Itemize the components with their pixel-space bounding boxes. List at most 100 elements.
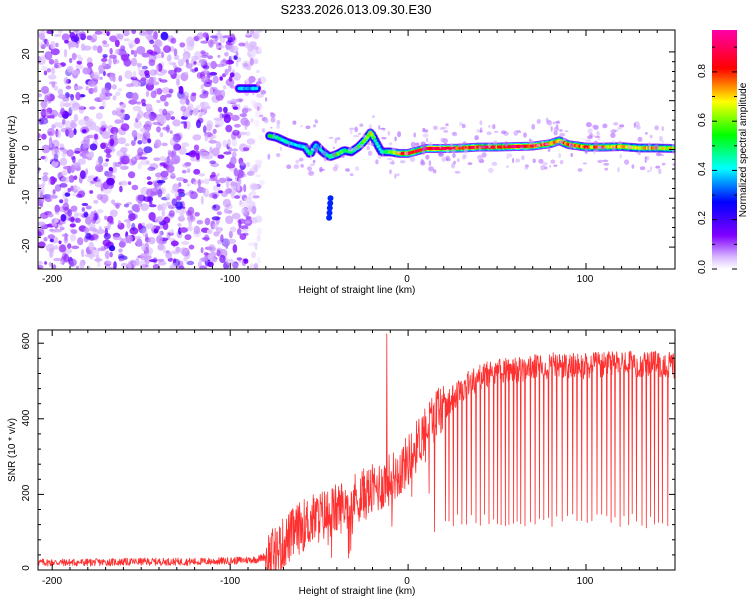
noise-cell	[108, 167, 114, 172]
noise-cell	[95, 159, 100, 167]
noise-cell	[387, 158, 393, 161]
noise-cell	[118, 75, 123, 82]
noise-cell	[254, 242, 258, 251]
noise-cell	[226, 100, 232, 104]
noise-cell	[661, 139, 664, 144]
noise-cell	[553, 164, 558, 167]
noise-cell	[201, 52, 209, 57]
noise-cell	[321, 151, 327, 156]
noise-cell	[478, 146, 481, 152]
noise-cell	[93, 199, 99, 204]
noise-cell	[66, 65, 74, 73]
noise-cell	[230, 98, 239, 104]
noise-cell	[43, 174, 48, 182]
noise-cell	[100, 87, 106, 96]
noise-cell	[535, 143, 541, 148]
noise-cell	[141, 65, 148, 70]
noise-cell	[164, 157, 172, 165]
noise-cell	[101, 131, 111, 139]
noise-cell	[446, 149, 449, 154]
noise-cell	[173, 258, 177, 264]
noise-cell	[506, 165, 509, 169]
noise-cell	[245, 216, 252, 220]
noise-cell	[120, 109, 125, 113]
noise-cell	[54, 218, 59, 223]
noise-cell	[217, 239, 222, 245]
noise-cell	[188, 244, 195, 250]
noise-cell	[190, 68, 194, 72]
noise-cell	[30, 182, 36, 186]
noise-cell	[206, 229, 213, 234]
noise-cell	[211, 216, 221, 221]
noise-cell	[47, 213, 54, 218]
noise-cell	[49, 238, 54, 243]
noise-cell	[230, 55, 234, 60]
noise-cell	[559, 160, 564, 165]
noise-cell	[366, 145, 371, 151]
noise-cell	[328, 136, 334, 139]
noise-cell	[647, 170, 652, 172]
noise-cell	[39, 191, 44, 198]
noise-cell	[142, 266, 151, 269]
noise-cell	[154, 139, 162, 148]
noise-cell	[99, 76, 103, 80]
noise-cell	[239, 200, 243, 206]
noise-cell	[188, 219, 193, 227]
noise-cell	[119, 185, 123, 193]
noise-cell	[161, 209, 165, 217]
noise-cell	[212, 75, 219, 84]
noise-cell	[617, 126, 622, 130]
noise-cell	[661, 154, 664, 157]
noise-cell	[148, 204, 157, 208]
noise-cell	[199, 111, 206, 115]
noise-cell	[617, 140, 623, 145]
noise-cell	[341, 154, 345, 158]
noise-cell	[397, 131, 402, 138]
noise-cell	[488, 167, 494, 173]
noise-cell	[102, 43, 110, 48]
noise-cell	[544, 143, 550, 146]
noise-cell	[236, 257, 243, 261]
noise-cell	[553, 126, 560, 132]
noise-cell	[202, 187, 206, 194]
noise-cell	[104, 250, 110, 260]
noise-cell	[68, 217, 76, 222]
noise-cell	[60, 107, 66, 116]
noise-cell	[188, 150, 198, 158]
noise-cell	[85, 168, 89, 175]
noise-cell	[258, 179, 265, 186]
noise-cell	[182, 112, 190, 117]
noise-cell	[157, 215, 164, 221]
noise-cell	[172, 119, 181, 127]
noise-cell	[224, 68, 229, 76]
noise-cell	[410, 141, 416, 148]
noise-cell	[389, 169, 392, 175]
noise-cell	[451, 163, 456, 169]
noise-cell	[180, 247, 188, 255]
noise-cell	[50, 41, 56, 50]
noise-cell	[186, 36, 195, 46]
noise-cell	[212, 128, 217, 134]
noise-cell	[212, 89, 222, 96]
noise-cell	[225, 241, 229, 250]
noise-cell	[178, 265, 185, 269]
noise-cell	[585, 122, 592, 128]
noise-cell	[183, 121, 188, 129]
noise-cell	[233, 168, 239, 177]
noise-cell	[300, 164, 304, 168]
noise-cell	[66, 149, 74, 157]
colorbar-tick-label-0: 0.0	[697, 260, 708, 274]
noise-cell	[106, 172, 113, 177]
noise-cell	[212, 223, 219, 229]
noise-cell	[146, 176, 152, 181]
noise-cell	[222, 73, 226, 78]
noise-cell	[120, 45, 126, 51]
noise-cell	[91, 33, 98, 42]
noise-cell	[212, 193, 218, 200]
noise-cell	[491, 161, 498, 166]
noise-cell	[354, 126, 359, 133]
noise-cell	[204, 217, 211, 226]
noise-cell	[184, 162, 192, 167]
noise-cell	[53, 257, 62, 262]
noise-cell	[209, 71, 218, 76]
